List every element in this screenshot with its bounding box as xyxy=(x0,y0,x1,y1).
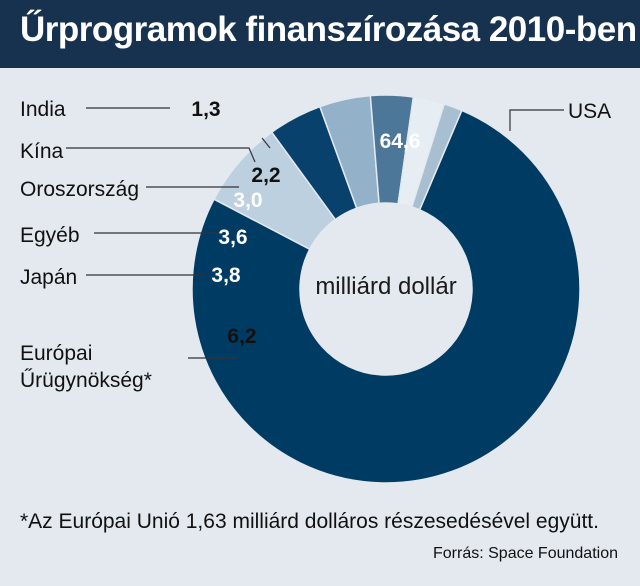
value-label-kína: 2,2 xyxy=(251,164,280,187)
category-labels-group: USA Európai Űrügynökség* Japán Egyéb Oroszors… xyxy=(20,98,611,392)
value-label-európai-űrügynökség: 6,2 xyxy=(227,325,256,348)
donut-chart: 64,6 6,2 3,8 3,6 3,02,2 1,3 USA Európai Űrügynö… xyxy=(20,94,611,484)
category-label-egyéb: Egyéb xyxy=(20,224,80,247)
source-note: Forrás: Space Foundation xyxy=(433,545,618,562)
category-label-usa: USA xyxy=(568,100,611,123)
category-label-india: India xyxy=(20,98,66,121)
value-label-egyéb: 3,6 xyxy=(218,226,247,249)
category-label-japán: Japán xyxy=(20,266,77,289)
category-label-oroszország: Oroszország xyxy=(20,178,139,201)
center-label: milliárd dollár xyxy=(315,273,456,300)
slice-india xyxy=(410,103,463,211)
value-label-india: 1,3 xyxy=(191,98,220,121)
value-label-japán: 3,8 xyxy=(211,264,241,287)
value-labels-group: 64,6 6,2 3,8 3,6 3,02,2 1,3 xyxy=(191,98,420,348)
title-bar: Űrprogramok finanszírozása 2010-ben xyxy=(0,0,640,68)
chart-title: Űrprogramok finanszírozása 2010-ben xyxy=(20,10,637,49)
slices-group xyxy=(191,94,581,484)
value-label-usa: 64,6 xyxy=(380,130,421,153)
slice-usa xyxy=(191,109,581,484)
leader-line-kína xyxy=(66,147,256,163)
value-label-oroszország: 3,0 xyxy=(233,189,262,212)
leader-line-usa xyxy=(509,109,564,131)
leader-tick-india xyxy=(261,137,271,149)
category-label-kína: Kína xyxy=(20,140,64,163)
footnote: *Az Európai Unió 1,63 milliárd dolláros … xyxy=(20,510,599,533)
category-label-európai-űrügynökség: Európai Űrügynökség* xyxy=(20,342,152,392)
leader-lines-group xyxy=(66,107,564,359)
